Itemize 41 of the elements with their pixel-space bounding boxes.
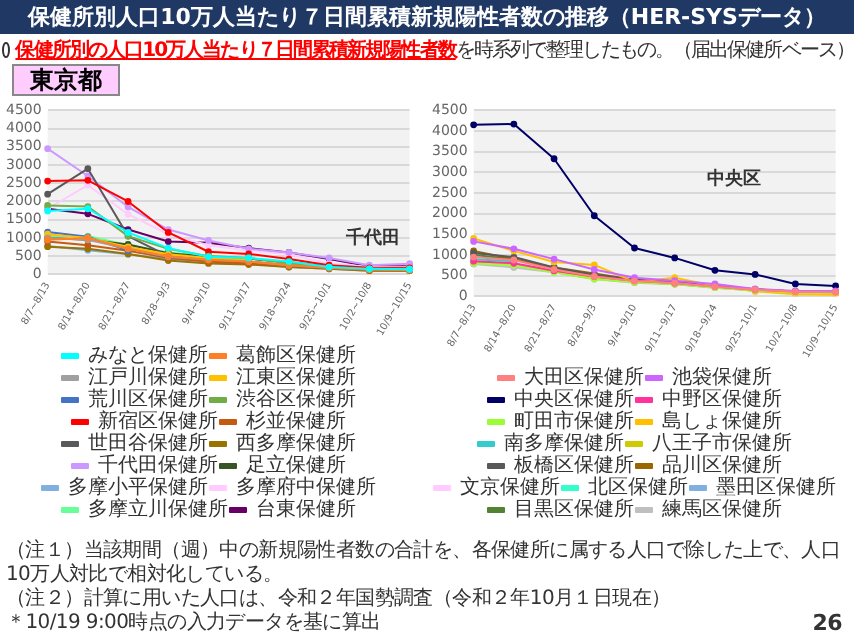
legend-label: 世田谷保健所 xyxy=(88,431,208,456)
legend-label: 墨田区保健所 xyxy=(716,475,836,500)
legend-label: 西多摩保健所 xyxy=(236,431,356,456)
legend-label: 南多摩保健所 xyxy=(504,431,624,456)
legend-label: 文京保健所 xyxy=(460,475,560,500)
legend-label: 多摩府中保健所 xyxy=(236,475,376,500)
legend-label: 八王子市保健所 xyxy=(652,431,792,456)
legend-label: 大田区保健所 xyxy=(524,365,644,390)
legend-label: 目黒区保健所 xyxy=(514,497,634,522)
legend-label: 江戸川保健所 xyxy=(88,365,208,390)
legend-label: 池袋保健所 xyxy=(672,365,772,390)
text: ＊10/19 9:00時点の入力データを基に算出 xyxy=(6,612,381,634)
legend-label: 渋谷区保健所 xyxy=(236,387,356,412)
text: を時系列で整理したもの。（届出保健所ベース） xyxy=(455,37,854,63)
text: 東京都 xyxy=(12,64,120,96)
legend-label: 北区保健所 xyxy=(588,475,688,500)
legend-label: 荒川区保健所 xyxy=(88,387,208,412)
legend-label: 千代田保健所 xyxy=(98,453,218,478)
text: （注２）計算に用いた人口は、令和２年国勢調査（令和２年10月１日現在） xyxy=(6,588,673,611)
legend-label: 中野区保健所 xyxy=(662,387,782,412)
annotation: 中央区 xyxy=(707,167,762,190)
text: （注１）当該期間（週）中の新規陽性者数の合計を、各保健所に属する人口で除した上で、人口10万人対比で相対化している。 xyxy=(6,540,843,587)
text: 26 xyxy=(812,610,842,636)
legend-label: 練馬区保健所 xyxy=(660,497,782,522)
chart-title: 保健所別人口10万人当たり７日間累積新規陽性者数の推移（HER-SYSデータ） xyxy=(28,4,826,30)
legend-label: 江東区保健所 xyxy=(236,365,356,390)
text: 保健所別の人口10万人当たり７日間累積新規陽性者数 xyxy=(15,36,456,63)
legend-label: 新宿区保健所 xyxy=(98,409,218,434)
legend-label: みなと保健所 xyxy=(88,343,208,368)
legend-label: 中央区保健所 xyxy=(514,387,634,412)
legend-label: 品川区保健所 xyxy=(662,453,782,478)
legend-label: 多摩小平保健所 xyxy=(68,475,208,500)
legend-label: 葛飾区保健所 xyxy=(236,343,356,368)
legend-label: 多摩立川保健所 xyxy=(88,497,228,522)
annotation: 千代田 xyxy=(344,226,401,249)
legend-label: 板橋区保健所 xyxy=(512,453,634,478)
legend-label: 島しょ保健所 xyxy=(662,409,782,434)
legend-label: 町田市保健所 xyxy=(514,409,634,434)
legend-label: 足立保健所 xyxy=(246,453,346,478)
legend-label: 杉並保健所 xyxy=(244,409,346,434)
legend-label: 台東保健所 xyxy=(256,497,356,522)
